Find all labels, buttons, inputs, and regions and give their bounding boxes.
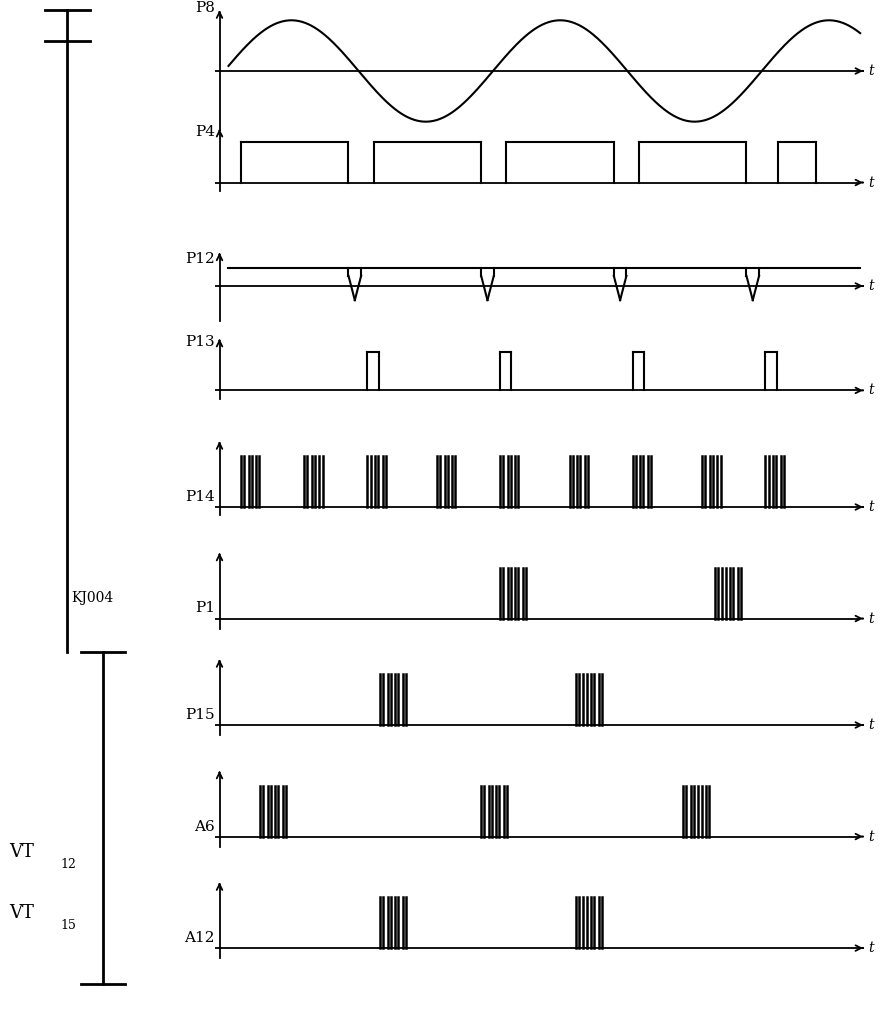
Text: t: t <box>867 611 874 626</box>
Text: A12: A12 <box>185 931 215 945</box>
Text: P8: P8 <box>195 1 215 15</box>
Text: 12: 12 <box>61 859 77 871</box>
Text: t: t <box>867 175 874 190</box>
Text: t: t <box>867 941 874 955</box>
Text: VT: VT <box>9 903 34 922</box>
Text: P4: P4 <box>195 125 215 139</box>
Text: P14: P14 <box>185 490 215 504</box>
Text: t: t <box>867 64 874 78</box>
Text: A6: A6 <box>194 819 215 834</box>
Text: t: t <box>867 500 874 514</box>
Text: 15: 15 <box>61 920 77 932</box>
Text: t: t <box>867 829 874 844</box>
Text: t: t <box>867 383 874 397</box>
Text: t: t <box>867 279 874 293</box>
Text: P13: P13 <box>185 335 215 349</box>
Text: KJ004: KJ004 <box>72 591 114 605</box>
Text: t: t <box>867 718 874 732</box>
Text: P15: P15 <box>185 708 215 722</box>
Text: VT: VT <box>9 843 34 861</box>
Text: P1: P1 <box>195 601 215 615</box>
Text: P12: P12 <box>185 251 215 266</box>
